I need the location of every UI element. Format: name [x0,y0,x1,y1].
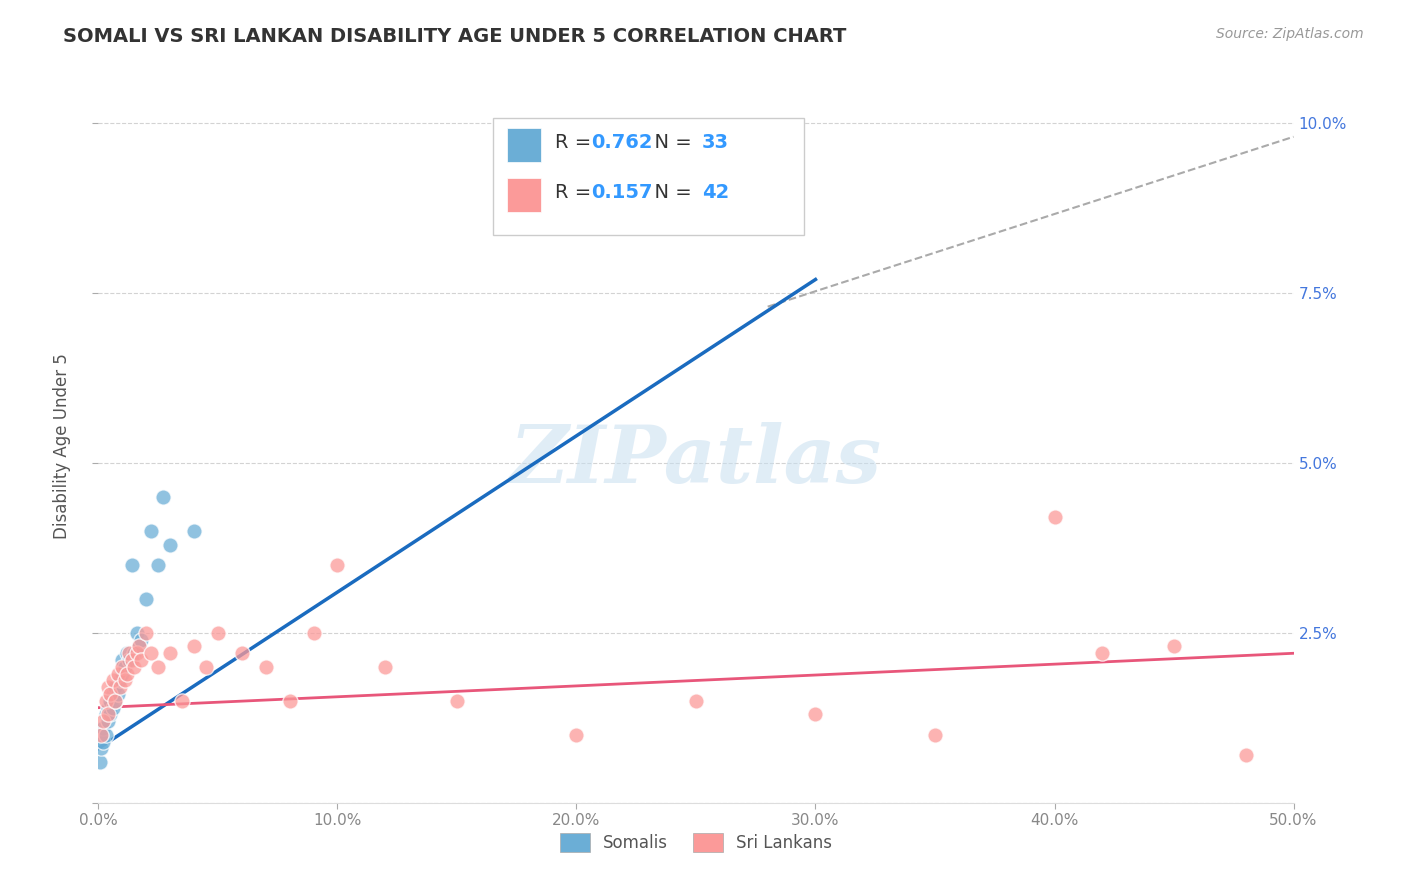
Text: 33: 33 [702,133,728,153]
Text: SOMALI VS SRI LANKAN DISABILITY AGE UNDER 5 CORRELATION CHART: SOMALI VS SRI LANKAN DISABILITY AGE UNDE… [63,27,846,45]
Text: Source: ZipAtlas.com: Source: ZipAtlas.com [1216,27,1364,41]
Point [101,687,124,701]
Point [131,653,153,667]
Point [115,646,138,660]
Point [131,632,153,647]
FancyBboxPatch shape [508,128,541,162]
Point [107,687,129,701]
Point [108,673,131,688]
Point [124,660,146,674]
Text: ZIPatlas: ZIPatlas [510,422,882,499]
Text: R =: R = [555,183,598,202]
Point [207,626,229,640]
Point [159,537,181,551]
Point [1234,748,1257,763]
Point [104,694,127,708]
Point [91,714,114,729]
Point [135,591,157,606]
Point [91,734,114,748]
Point [183,640,205,654]
Point [89,755,111,769]
FancyBboxPatch shape [508,178,541,212]
Point [446,694,468,708]
Point [97,680,120,694]
Point [139,646,162,660]
Point [124,646,146,660]
Point [685,694,707,708]
Text: 42: 42 [702,183,730,202]
Y-axis label: Disability Age Under 5: Disability Age Under 5 [53,353,72,539]
Point [114,673,136,688]
Point [90,728,112,742]
Point [924,728,946,742]
Point [101,700,124,714]
Point [104,694,127,708]
Point [98,694,122,708]
Point [104,680,127,694]
Point [94,707,117,722]
Point [326,558,349,572]
Point [254,660,277,674]
Text: N =: N = [643,133,699,153]
FancyBboxPatch shape [494,118,804,235]
Text: 0.157: 0.157 [591,183,652,202]
Point [1163,640,1185,654]
Point [118,653,141,667]
Point [302,626,325,640]
Point [148,558,170,572]
Point [195,660,218,674]
Point [135,626,157,640]
Point [159,646,181,660]
Point [374,660,396,674]
Point [118,646,141,660]
Point [128,640,150,654]
Point [90,741,112,756]
Point [128,640,150,654]
Point [101,673,124,688]
Text: N =: N = [643,183,699,202]
Point [231,646,253,660]
Point [1043,510,1066,524]
Point [278,694,301,708]
Point [108,680,131,694]
Point [152,490,174,504]
Point [1091,646,1114,660]
Point [91,721,114,735]
Point [114,660,136,674]
Point [94,694,117,708]
Point [565,728,588,742]
Point [98,687,122,701]
Point [125,646,148,660]
Point [97,700,120,714]
Point [111,653,134,667]
Point [172,694,194,708]
Point [804,707,827,722]
Point [139,524,162,538]
Point [107,666,129,681]
Point [709,211,731,226]
Point [121,653,143,667]
Point [111,660,134,674]
Point [125,626,148,640]
Point [115,666,138,681]
Point [98,707,122,722]
Point [148,660,170,674]
Point [121,558,143,572]
Legend: Somalis, Sri Lankans: Somalis, Sri Lankans [553,826,839,859]
Point [97,714,120,729]
Point [183,524,205,538]
Point [97,707,120,722]
Point [94,728,117,742]
Text: R =: R = [555,133,598,153]
Point [111,666,134,681]
Text: 0.762: 0.762 [591,133,652,153]
